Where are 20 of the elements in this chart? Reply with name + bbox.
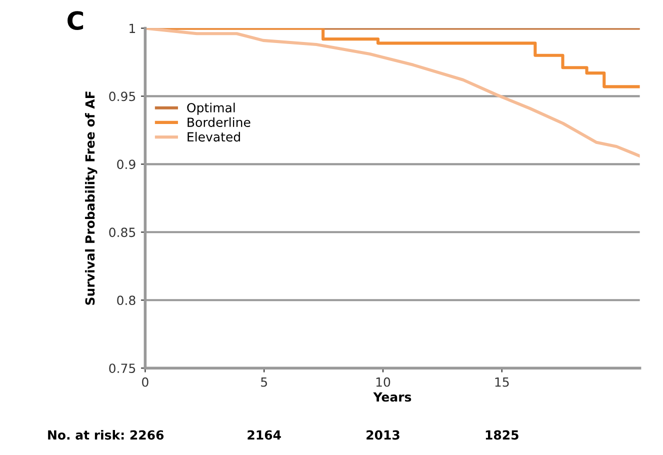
x-tick-label: 5 bbox=[261, 378, 267, 387]
text: 1825 bbox=[486, 430, 518, 440]
text: 2164 bbox=[248, 430, 281, 440]
x-tick-label: 0 bbox=[142, 377, 148, 387]
text: No. at risk: 2266 bbox=[48, 430, 164, 440]
y-tick-label: 0.8 bbox=[117, 296, 136, 306]
y-tick-label: 0.75 bbox=[109, 364, 136, 374]
y-tick-label: 0.95 bbox=[109, 92, 136, 102]
y-axis-title: Survival Probability Free of AF bbox=[85, 92, 98, 305]
y-tick-label: 0.9 bbox=[117, 160, 136, 170]
y-tick-label: 0.85 bbox=[109, 228, 136, 238]
x-tick-label: 10 bbox=[376, 377, 390, 387]
legend-label: Elevated bbox=[188, 132, 240, 142]
x-axis-title: Years bbox=[373, 392, 412, 402]
chart-title: C bbox=[68, 11, 84, 30]
legend-label: Optimal bbox=[187, 102, 235, 115]
legend-label: Borderline bbox=[188, 117, 250, 128]
y-tick-label: 1 bbox=[130, 24, 136, 33]
x-tick-label: 15 bbox=[495, 378, 509, 387]
text: 2013 bbox=[366, 430, 400, 440]
